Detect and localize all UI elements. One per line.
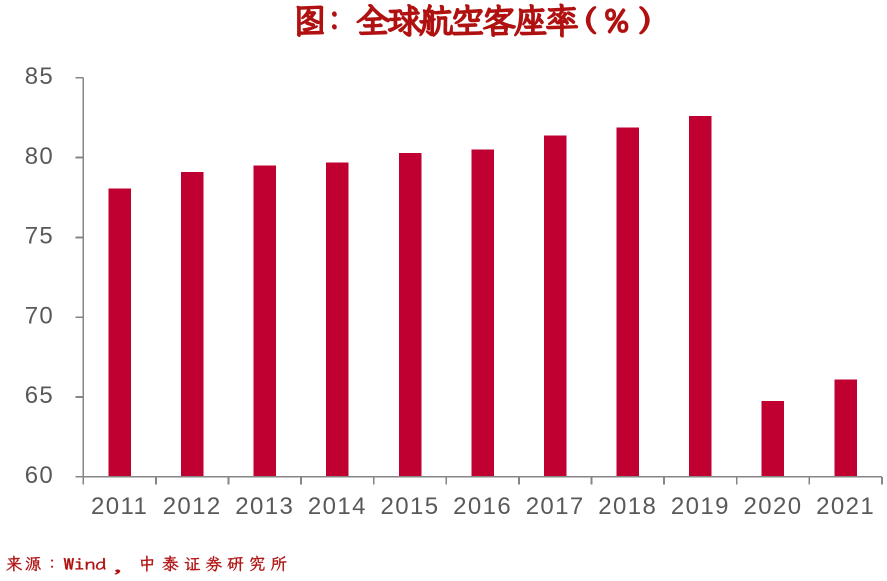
svg-text:60: 60 — [25, 462, 55, 489]
svg-text:2012: 2012 — [163, 493, 222, 520]
svg-text:2016: 2016 — [453, 493, 512, 520]
svg-text:2011: 2011 — [91, 493, 148, 520]
svg-text:2017: 2017 — [526, 493, 585, 520]
svg-text:2019: 2019 — [671, 493, 730, 520]
svg-text:65: 65 — [25, 382, 55, 409]
svg-text:2021: 2021 — [816, 493, 875, 520]
svg-text:80: 80 — [25, 143, 55, 170]
svg-text:2014: 2014 — [308, 493, 367, 520]
svg-text:75: 75 — [25, 223, 55, 250]
svg-text:2013: 2013 — [235, 493, 294, 520]
svg-text:2020: 2020 — [744, 493, 803, 520]
svg-text:2018: 2018 — [598, 493, 657, 520]
svg-text:85: 85 — [25, 63, 55, 90]
svg-text:2015: 2015 — [381, 493, 440, 520]
svg-text:70: 70 — [25, 302, 55, 329]
